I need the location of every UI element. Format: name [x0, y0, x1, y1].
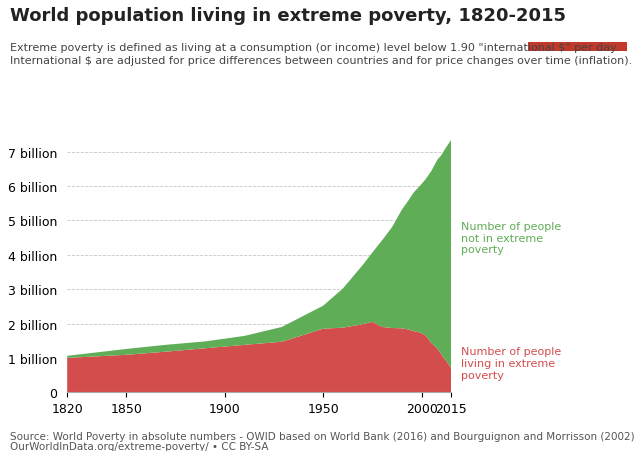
Text: International $ are adjusted for price differences between countries and for pri: International $ are adjusted for price d…	[10, 56, 632, 66]
Text: Our World
in Data: Our World in Data	[553, 14, 602, 37]
Text: Number of people
living in extreme
poverty: Number of people living in extreme pover…	[461, 347, 561, 380]
Text: World population living in extreme poverty, 1820-2015: World population living in extreme pover…	[10, 7, 566, 25]
Text: Source: World Poverty in absolute numbers - OWID based on World Bank (2016) and : Source: World Poverty in absolute number…	[10, 431, 634, 441]
Bar	[528, 42, 627, 52]
Text: Extreme poverty is defined as living at a consumption (or income) level below 1.: Extreme poverty is defined as living at …	[10, 43, 618, 53]
Text: OurWorldInData.org/extreme-poverty/ • CC BY-SA: OurWorldInData.org/extreme-poverty/ • CC…	[10, 441, 268, 451]
Text: Number of people
not in extreme
poverty: Number of people not in extreme poverty	[461, 221, 561, 255]
